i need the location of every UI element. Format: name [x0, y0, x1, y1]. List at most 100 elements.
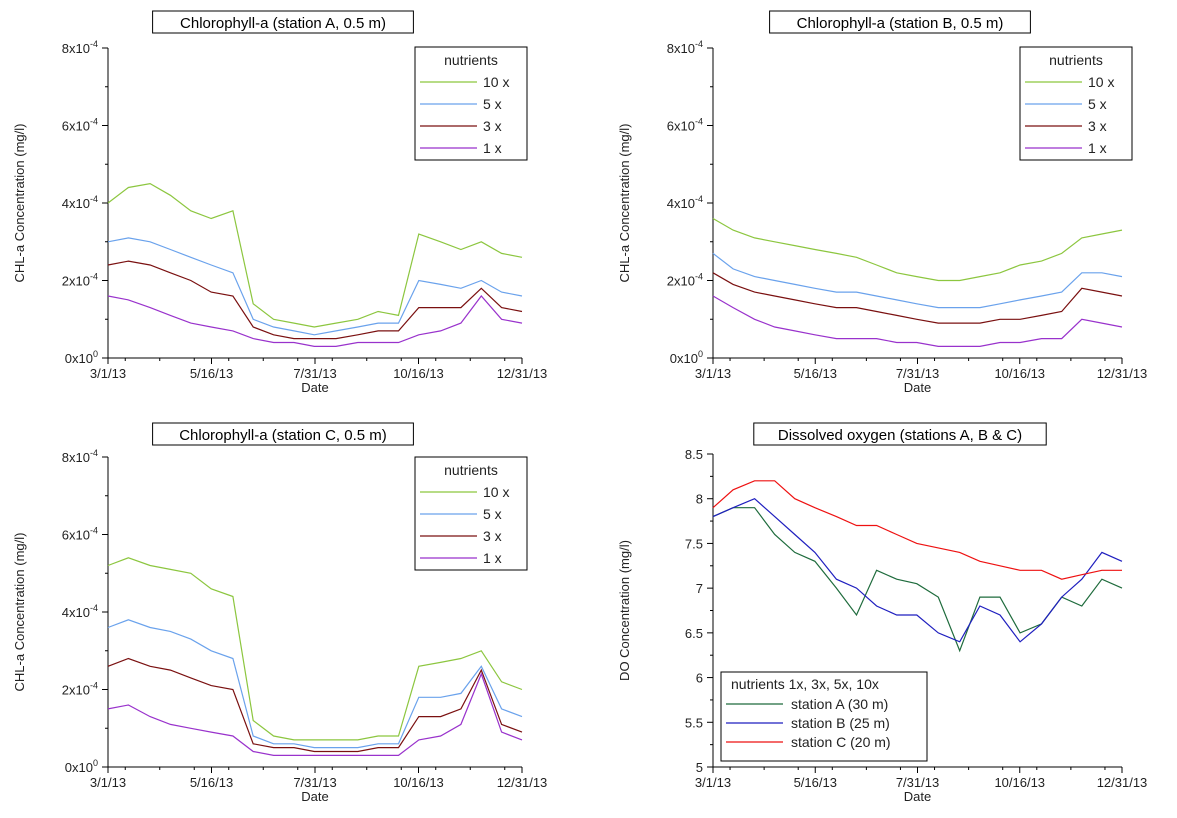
- y-tick-label: 2x10-4: [62, 272, 98, 289]
- legend-label: 5 x: [483, 506, 502, 522]
- x-tick-label: 5/16/13: [794, 775, 837, 790]
- x-axis-title: Date: [301, 380, 328, 395]
- y-tick-exponent: -4: [695, 117, 703, 127]
- series-line-4: [107, 295, 523, 347]
- chart-title-box: [753, 422, 1047, 446]
- series-line-2: [712, 498, 1123, 643]
- x-tick-label: 5/16/13: [794, 366, 837, 381]
- chart-title: Chlorophyll-a (station B, 0.5 m): [797, 15, 1004, 32]
- y-tick-label: 2x10-4: [667, 272, 703, 289]
- chart-panel-2: 3/1/13 5/16/13 7/31/13 10/16/13 12/31/13 0x10…: [617, 10, 1148, 395]
- chart-title: Chlorophyll-a (station A, 0.5 m): [180, 15, 386, 32]
- y-tick-label: 2x10-4: [62, 681, 98, 698]
- x-tick-label: 10/16/13: [393, 366, 444, 381]
- chart-panel-4: 3/1/13 5/16/13 7/31/13 10/16/13 12/31/13 5 5.5…: [617, 422, 1148, 804]
- y-tick-label: 7.5: [685, 536, 703, 551]
- x-tick-label: 12/31/13: [497, 775, 548, 790]
- legend-label: 3 x: [483, 118, 502, 134]
- y-tick-exponent: -4: [90, 272, 98, 282]
- legend-label: 1 x: [483, 140, 502, 156]
- x-tick-label: 10/16/13: [393, 775, 444, 790]
- series-line-2: [712, 252, 1123, 309]
- x-tick-label: 12/31/13: [497, 366, 548, 381]
- series-line-1: [107, 182, 523, 328]
- y-tick-exponent: -4: [90, 681, 98, 691]
- legend-title: nutrients: [444, 52, 498, 68]
- y-tick-mantissa: 4x10: [62, 605, 90, 620]
- y-tick-mantissa: 8x10: [667, 41, 695, 56]
- y-axis-title: CHL-a Concentration (mg/l): [12, 533, 27, 692]
- series-line-2: [107, 237, 523, 336]
- y-tick-mantissa: 4x10: [667, 196, 695, 211]
- y-tick-label: 6x10-4: [667, 117, 703, 134]
- x-tick-label: 7/31/13: [293, 366, 336, 381]
- series-line-3: [712, 480, 1122, 580]
- y-tick-label: 0x100: [65, 758, 98, 775]
- x-axis-title: Date: [301, 789, 328, 804]
- x-tick-label: 7/31/13: [896, 366, 939, 381]
- x-tick-label: 3/1/13: [90, 775, 126, 790]
- y-tick-label: 4x10-4: [62, 194, 98, 211]
- y-tick-mantissa: 0x10: [670, 351, 698, 366]
- series-line-1: [712, 217, 1123, 282]
- series-line-3: [107, 657, 523, 753]
- y-tick-exponent: 0: [698, 349, 703, 359]
- y-tick-label: 7: [696, 581, 703, 596]
- legend-label: 10 x: [1088, 74, 1114, 90]
- x-tick-label: 12/31/13: [1097, 775, 1148, 790]
- chart-title-box: [152, 422, 414, 446]
- y-tick-label: 8: [696, 492, 703, 507]
- x-tick-label: 12/31/13: [1097, 366, 1148, 381]
- y-tick-mantissa: 6x10: [667, 119, 695, 134]
- legend-title: nutrients: [444, 462, 498, 478]
- x-tick-label: 10/16/13: [994, 775, 1045, 790]
- y-tick-label: 6x10-4: [62, 526, 98, 543]
- y-tick-label: 0x100: [670, 349, 703, 366]
- y-tick-mantissa: 6x10: [62, 528, 90, 543]
- y-axis-title: CHL-a Concentration (mg/l): [12, 124, 27, 283]
- series-line-2: [107, 619, 523, 749]
- y-tick-label: 4x10-4: [62, 603, 98, 620]
- legend-title: nutrients 1x, 3x, 5x, 10x: [731, 676, 879, 692]
- legend-label: station B (25 m): [791, 715, 890, 731]
- series-line-1: [107, 557, 523, 741]
- chart-title-box: [152, 10, 414, 34]
- legend-label: station A (30 m): [791, 696, 888, 712]
- chart-title-box: [769, 10, 1031, 34]
- x-tick-label: 3/1/13: [90, 366, 126, 381]
- y-tick-label: 6: [696, 671, 703, 686]
- legend-label: 10 x: [483, 484, 509, 500]
- series-line-3: [107, 260, 523, 340]
- chart-title: Chlorophyll-a (station C, 0.5 m): [179, 427, 387, 444]
- x-tick-label: 5/16/13: [190, 775, 233, 790]
- legend-box: [720, 671, 928, 762]
- legend-label: 3 x: [1088, 118, 1107, 134]
- legend-label: station C (20 m): [791, 734, 891, 750]
- y-tick-mantissa: 0x10: [65, 760, 93, 775]
- y-tick-exponent: 0: [93, 758, 98, 768]
- y-tick-mantissa: 2x10: [62, 274, 90, 289]
- x-tick-label: 7/31/13: [293, 775, 336, 790]
- x-tick-label: 3/1/13: [695, 775, 731, 790]
- y-tick-mantissa: 8x10: [62, 41, 90, 56]
- y-tick-mantissa: 4x10: [62, 196, 90, 211]
- legend-label: 5 x: [483, 96, 502, 112]
- series-line-4: [712, 295, 1123, 347]
- y-tick-exponent: 0: [93, 349, 98, 359]
- x-axis-title: Date: [904, 380, 931, 395]
- y-tick-exponent: -4: [695, 272, 703, 282]
- y-tick-mantissa: 6x10: [62, 119, 90, 134]
- x-tick-label: 3/1/13: [695, 366, 731, 381]
- y-tick-label: 8x10-4: [62, 448, 98, 465]
- y-tick-exponent: -4: [695, 39, 703, 49]
- y-tick-label: 8x10-4: [62, 39, 98, 56]
- y-tick-label: 5.5: [685, 715, 703, 730]
- y-tick-label: 5: [696, 760, 703, 775]
- legend-label: 3 x: [483, 528, 502, 544]
- y-tick-label: 8x10-4: [667, 39, 703, 56]
- chart-title: Dissolved oxygen (stations A, B & C): [778, 427, 1022, 444]
- y-tick-mantissa: 0x10: [65, 351, 93, 366]
- x-tick-label: 7/31/13: [896, 775, 939, 790]
- y-axis-title: DO Concentration (mg/l): [617, 540, 632, 681]
